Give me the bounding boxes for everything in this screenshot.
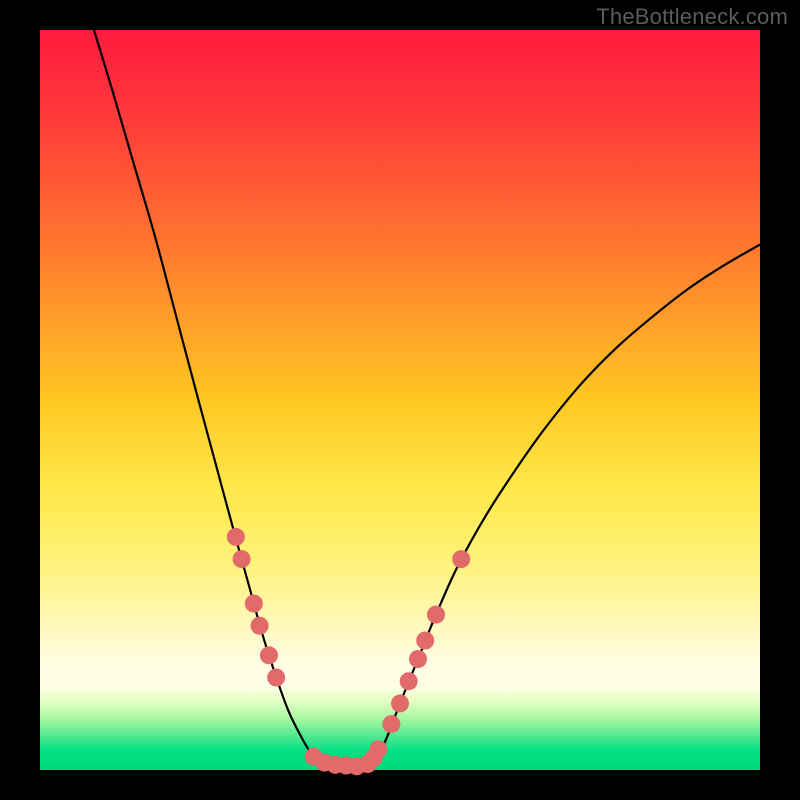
sample-marker — [369, 740, 387, 758]
sample-marker — [227, 528, 245, 546]
sample-marker — [391, 694, 409, 712]
sample-marker — [416, 632, 434, 650]
sample-marker — [251, 617, 269, 635]
plot-area — [40, 30, 760, 770]
sample-marker — [427, 606, 445, 624]
bottleneck-chart — [0, 0, 800, 800]
sample-marker — [400, 672, 418, 690]
sample-marker — [260, 646, 278, 664]
sample-marker — [267, 669, 285, 687]
watermark-text: TheBottleneck.com — [596, 4, 788, 30]
sample-marker — [452, 550, 470, 568]
sample-marker — [409, 650, 427, 668]
sample-marker — [382, 715, 400, 733]
sample-marker — [245, 595, 263, 613]
sample-marker — [233, 550, 251, 568]
